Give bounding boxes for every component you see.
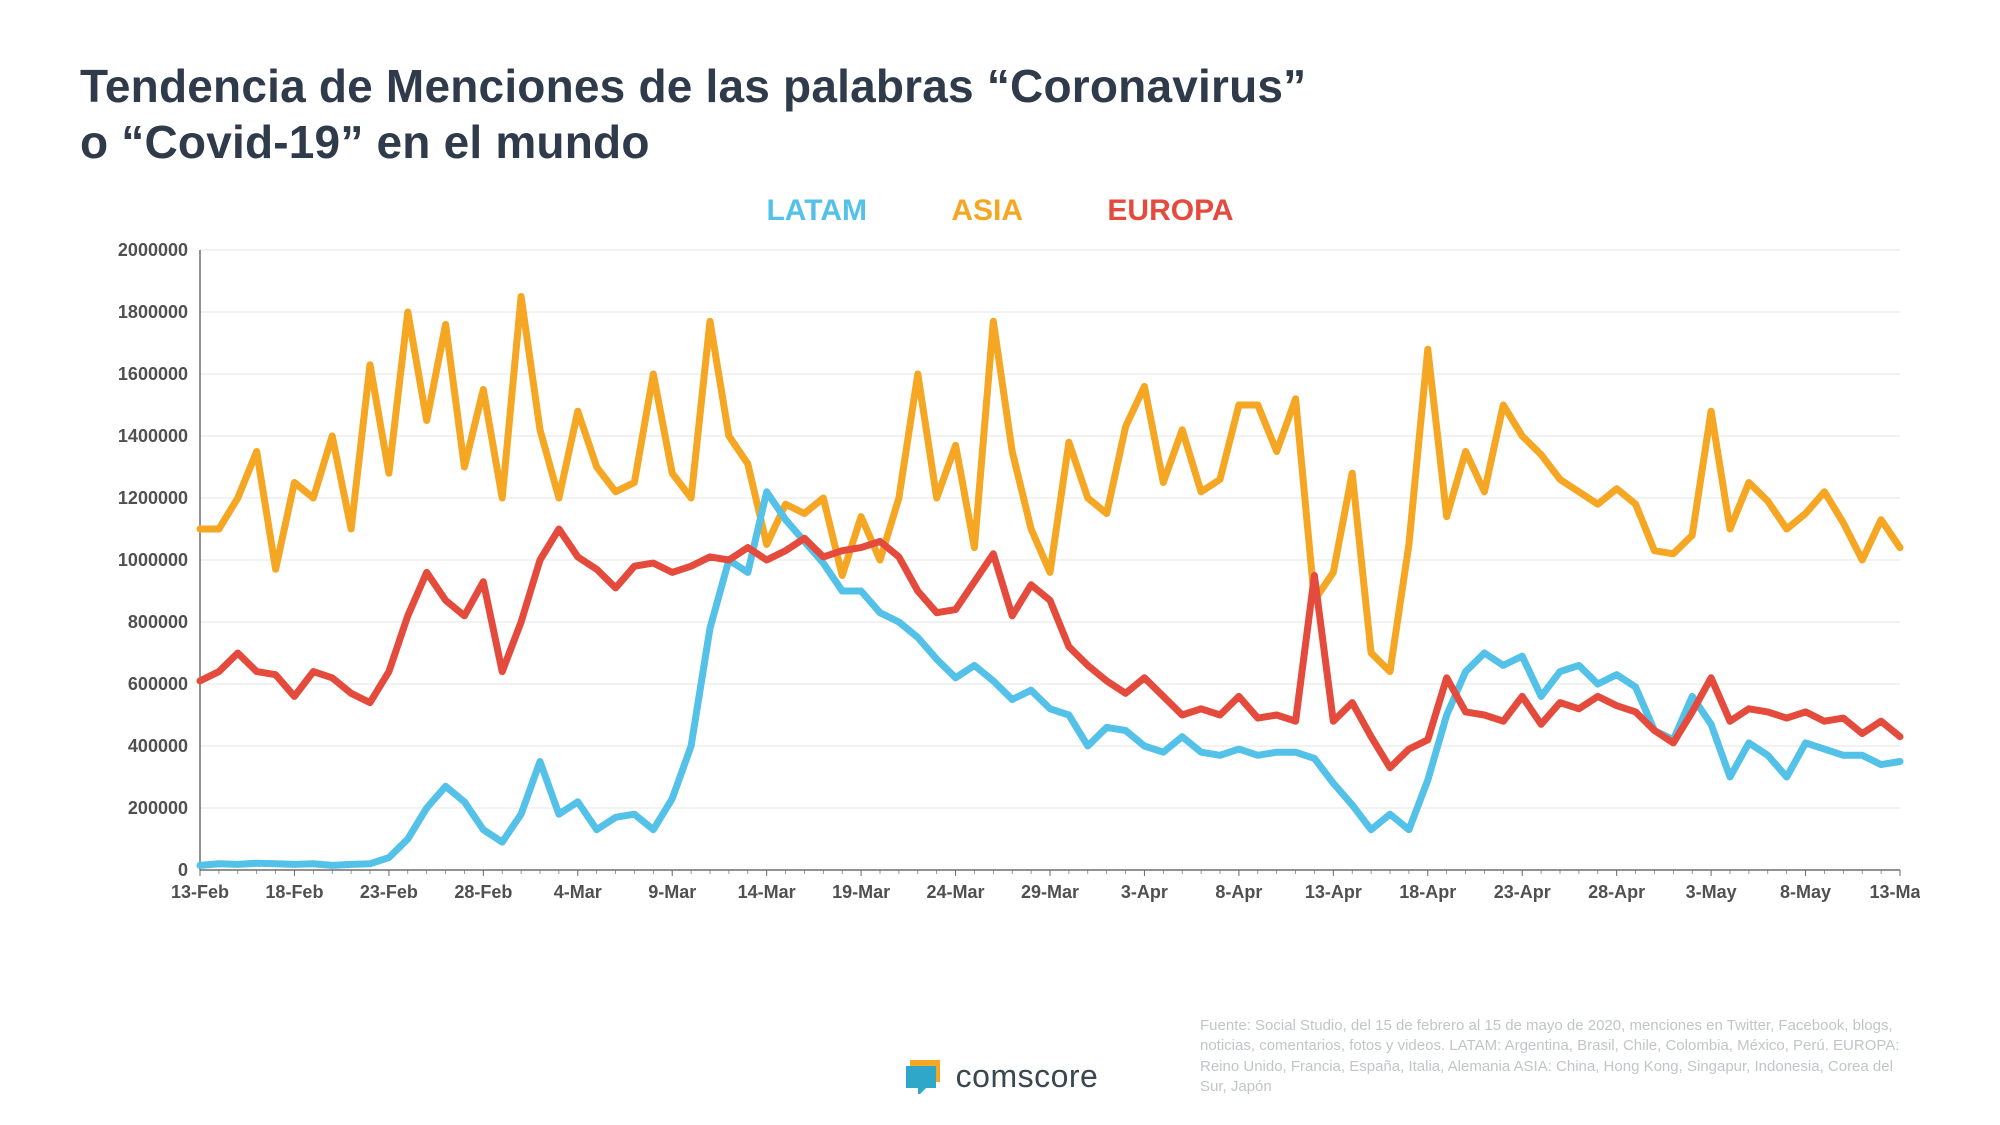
x-tick-label: 14-Mar [738, 882, 796, 902]
y-tick-label: 1200000 [118, 488, 188, 508]
x-tick-label: 13-Feb [171, 882, 229, 902]
y-tick-label: 1800000 [118, 302, 188, 322]
x-tick-label: 13-Apr [1305, 882, 1362, 902]
y-tick-label: 800000 [128, 612, 188, 632]
y-tick-label: 600000 [128, 674, 188, 694]
legend-item-asia: ASIA [951, 194, 1023, 227]
x-tick-label: 8-May [1780, 882, 1831, 902]
legend-item-europa: EUROPA [1107, 194, 1233, 227]
source-caption: Fuente: Social Studio, del 15 de febrero… [1200, 1016, 1920, 1097]
x-tick-label: 18-Apr [1399, 882, 1456, 902]
x-tick-label: 24-Mar [927, 882, 985, 902]
x-tick-label: 28-Apr [1588, 882, 1645, 902]
x-tick-label: 23-Feb [360, 882, 418, 902]
x-tick-label: 9-Mar [648, 882, 696, 902]
line-chart: 0 200000 400000 600000 800000 1000000 1200000 1… [80, 240, 1920, 920]
series-asia [200, 297, 1900, 672]
legend-item-latam: LATAM [766, 194, 867, 227]
y-tick-label: 2000000 [118, 240, 188, 260]
y-tick-label: 200000 [128, 798, 188, 818]
x-tick-label: 13-May [1869, 882, 1920, 902]
x-tick-label: 23-Apr [1494, 882, 1551, 902]
x-tick-label: 19-Mar [832, 882, 890, 902]
y-tick-label: 1400000 [118, 426, 188, 446]
x-tick-label: 29-Mar [1021, 882, 1079, 902]
legend: LATAM ASIA EUROPA [80, 194, 1920, 228]
chart-title: Tendencia de Menciones de las palabras “… [80, 58, 1920, 170]
x-tick-label: 4-Mar [554, 882, 602, 902]
x-tick-label: 3-May [1686, 882, 1737, 902]
y-tick-label: 1600000 [118, 364, 188, 384]
y-tick-label: 0 [178, 860, 188, 880]
x-tick-label: 18-Feb [265, 882, 323, 902]
y-tick-label: 400000 [128, 736, 188, 756]
y-tick-label: 1000000 [118, 550, 188, 570]
logo-text: comscore [956, 1058, 1099, 1095]
logo-icon [902, 1060, 946, 1094]
x-tick-label: 3-Apr [1121, 882, 1168, 902]
x-tick-label: 28-Feb [454, 882, 512, 902]
series-latam [200, 492, 1900, 866]
x-tick-label: 8-Apr [1215, 882, 1262, 902]
chart-svg: 0 200000 400000 600000 800000 1000000 1200000 1… [80, 240, 1920, 920]
title-line-2: o “Covid-19” en el mundo [80, 116, 650, 168]
comscore-logo: comscore [902, 1058, 1099, 1095]
title-line-1: Tendencia de Menciones de las palabras “… [80, 60, 1306, 112]
